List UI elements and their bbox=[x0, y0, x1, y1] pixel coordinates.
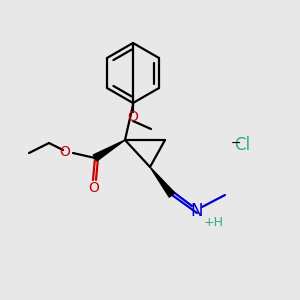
Text: Cl: Cl bbox=[234, 136, 250, 154]
Polygon shape bbox=[93, 140, 125, 161]
Text: N: N bbox=[191, 202, 203, 220]
Text: O: O bbox=[88, 181, 99, 195]
Text: O: O bbox=[60, 145, 70, 159]
Text: −: − bbox=[231, 136, 241, 149]
Text: +H: +H bbox=[204, 215, 224, 229]
Polygon shape bbox=[150, 167, 175, 197]
Text: O: O bbox=[128, 110, 138, 124]
